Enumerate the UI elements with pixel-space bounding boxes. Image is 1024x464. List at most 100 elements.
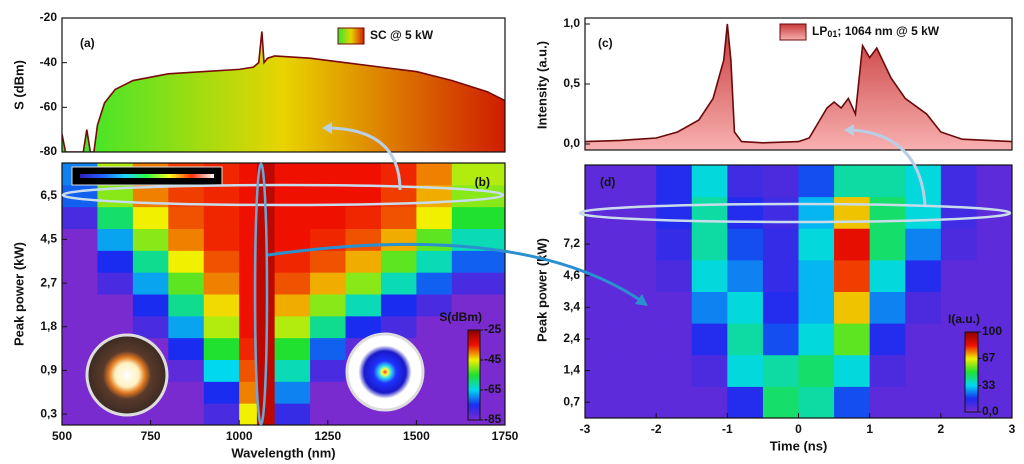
x-tick-label: 2 xyxy=(937,422,944,436)
x-axis-title: Time (ns) xyxy=(770,438,828,453)
heat-cell xyxy=(380,228,417,251)
mode-inset xyxy=(85,333,169,417)
heat-cell xyxy=(869,354,906,387)
heat-cell xyxy=(274,228,311,251)
x-tick-label: -1 xyxy=(722,422,733,436)
heat-cell xyxy=(691,323,728,356)
legend-part: LP xyxy=(812,24,827,38)
heat-cell xyxy=(274,163,311,186)
y-tick-label: 4,5 xyxy=(40,232,57,246)
heat-cell xyxy=(585,386,622,419)
x-tick-label: 1000 xyxy=(226,429,253,443)
heat-cell xyxy=(727,259,764,292)
heat-cell xyxy=(274,381,311,404)
y-axis-title: Intensity (a.u.) xyxy=(534,41,549,129)
colorbar-tick-label: -65 xyxy=(484,382,502,396)
heat-cell xyxy=(62,315,98,339)
heat-cell xyxy=(727,291,764,324)
heat-cell xyxy=(620,386,657,419)
heat-cell xyxy=(656,196,693,229)
legend-part: ; 1064 nm @ 5 kW xyxy=(837,24,939,38)
y-axis-title: S (dBm) xyxy=(11,60,26,110)
x-tick-label: -3 xyxy=(580,422,591,436)
heat-cell xyxy=(62,337,98,360)
heat-cell xyxy=(168,403,205,426)
heat-cell xyxy=(203,337,240,360)
heat-cell xyxy=(239,359,258,382)
heat-cell xyxy=(762,386,799,419)
heat-cell xyxy=(585,165,622,198)
heat-cell xyxy=(380,250,417,273)
heat-cell xyxy=(274,206,311,229)
heat-cell xyxy=(869,228,906,261)
y-tick-label: 4,6 xyxy=(563,268,580,282)
heat-cell xyxy=(168,272,205,295)
heat-cell xyxy=(168,228,205,251)
colorbar-tick-label: -85 xyxy=(484,412,502,426)
y-tick-label: -60 xyxy=(40,100,58,114)
x-tick-label: 750 xyxy=(141,429,161,443)
arrow-head xyxy=(322,122,332,134)
heat-cell xyxy=(274,337,311,360)
heat-cell xyxy=(203,294,240,317)
x-tick-label: -2 xyxy=(651,422,662,436)
heat-cell xyxy=(345,163,382,186)
frame xyxy=(584,17,1013,151)
heat-cell xyxy=(416,250,453,273)
colorbar-tick-label: 100 xyxy=(982,324,1002,338)
colorbar xyxy=(964,331,979,413)
heat-cell xyxy=(940,165,977,198)
heat-cell xyxy=(656,386,693,419)
heat-cell xyxy=(132,315,169,339)
mode-inset xyxy=(345,332,425,412)
heat-cell xyxy=(416,163,453,186)
heat-cell xyxy=(380,184,417,208)
heat-cell xyxy=(691,291,728,324)
heat-cell xyxy=(869,323,906,356)
heat-cell xyxy=(203,381,240,404)
heat-cell xyxy=(798,354,835,387)
x-axis-title: Wavelength (nm) xyxy=(231,445,335,460)
heat-cell xyxy=(380,294,417,317)
heat-cell xyxy=(345,206,382,229)
colorbar-tick-label: 33 xyxy=(982,378,996,392)
y-tick-label: 0,9 xyxy=(40,363,57,377)
y-tick-label: 6,5 xyxy=(40,188,57,202)
heat-cell xyxy=(585,291,622,324)
y-tick-label: 2,7 xyxy=(40,275,57,289)
heat-cell xyxy=(274,359,311,382)
heat-cell xyxy=(834,228,871,261)
heat-cell xyxy=(656,228,693,261)
heat-cell xyxy=(132,272,169,295)
heat-cell xyxy=(798,228,835,261)
y-tick-label: 0,5 xyxy=(563,76,580,90)
heat-cell xyxy=(239,163,258,186)
colorbar-title: S(dBm) xyxy=(439,310,482,324)
heat-cell xyxy=(798,323,835,356)
heat-cell xyxy=(905,228,942,261)
heat-cell xyxy=(310,206,347,229)
heat-cell xyxy=(798,196,835,229)
heat-cell xyxy=(905,291,942,324)
heat-cell xyxy=(345,315,382,339)
heat-cell xyxy=(168,337,205,360)
heat-cell xyxy=(97,250,134,273)
heat-cell xyxy=(834,323,871,356)
heat-cell xyxy=(585,228,622,261)
heat-cell xyxy=(168,184,205,208)
heat-cell xyxy=(691,228,728,261)
heat-cell xyxy=(451,250,506,273)
heat-cell xyxy=(380,315,417,339)
heat-cell xyxy=(416,403,453,426)
x-tick-label: 1750 xyxy=(492,429,519,443)
heat-cell xyxy=(451,272,506,295)
heat-cell xyxy=(620,228,657,261)
heat-cell xyxy=(239,228,258,251)
y-axis-title: Peak power (kW) xyxy=(534,238,549,342)
heat-cell xyxy=(656,259,693,292)
heat-cell xyxy=(620,196,657,229)
heat-cell xyxy=(762,228,799,261)
colorbar-title: I(a.u.) xyxy=(948,312,980,326)
heat-cell xyxy=(834,259,871,292)
